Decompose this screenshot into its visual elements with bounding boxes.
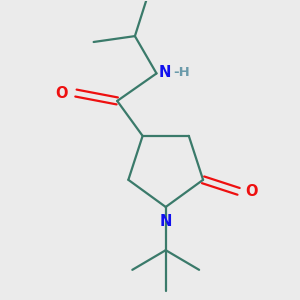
Text: N: N (158, 65, 171, 80)
Text: -H: -H (173, 66, 190, 79)
Text: N: N (160, 214, 172, 229)
Text: O: O (56, 85, 68, 100)
Text: O: O (245, 184, 258, 199)
